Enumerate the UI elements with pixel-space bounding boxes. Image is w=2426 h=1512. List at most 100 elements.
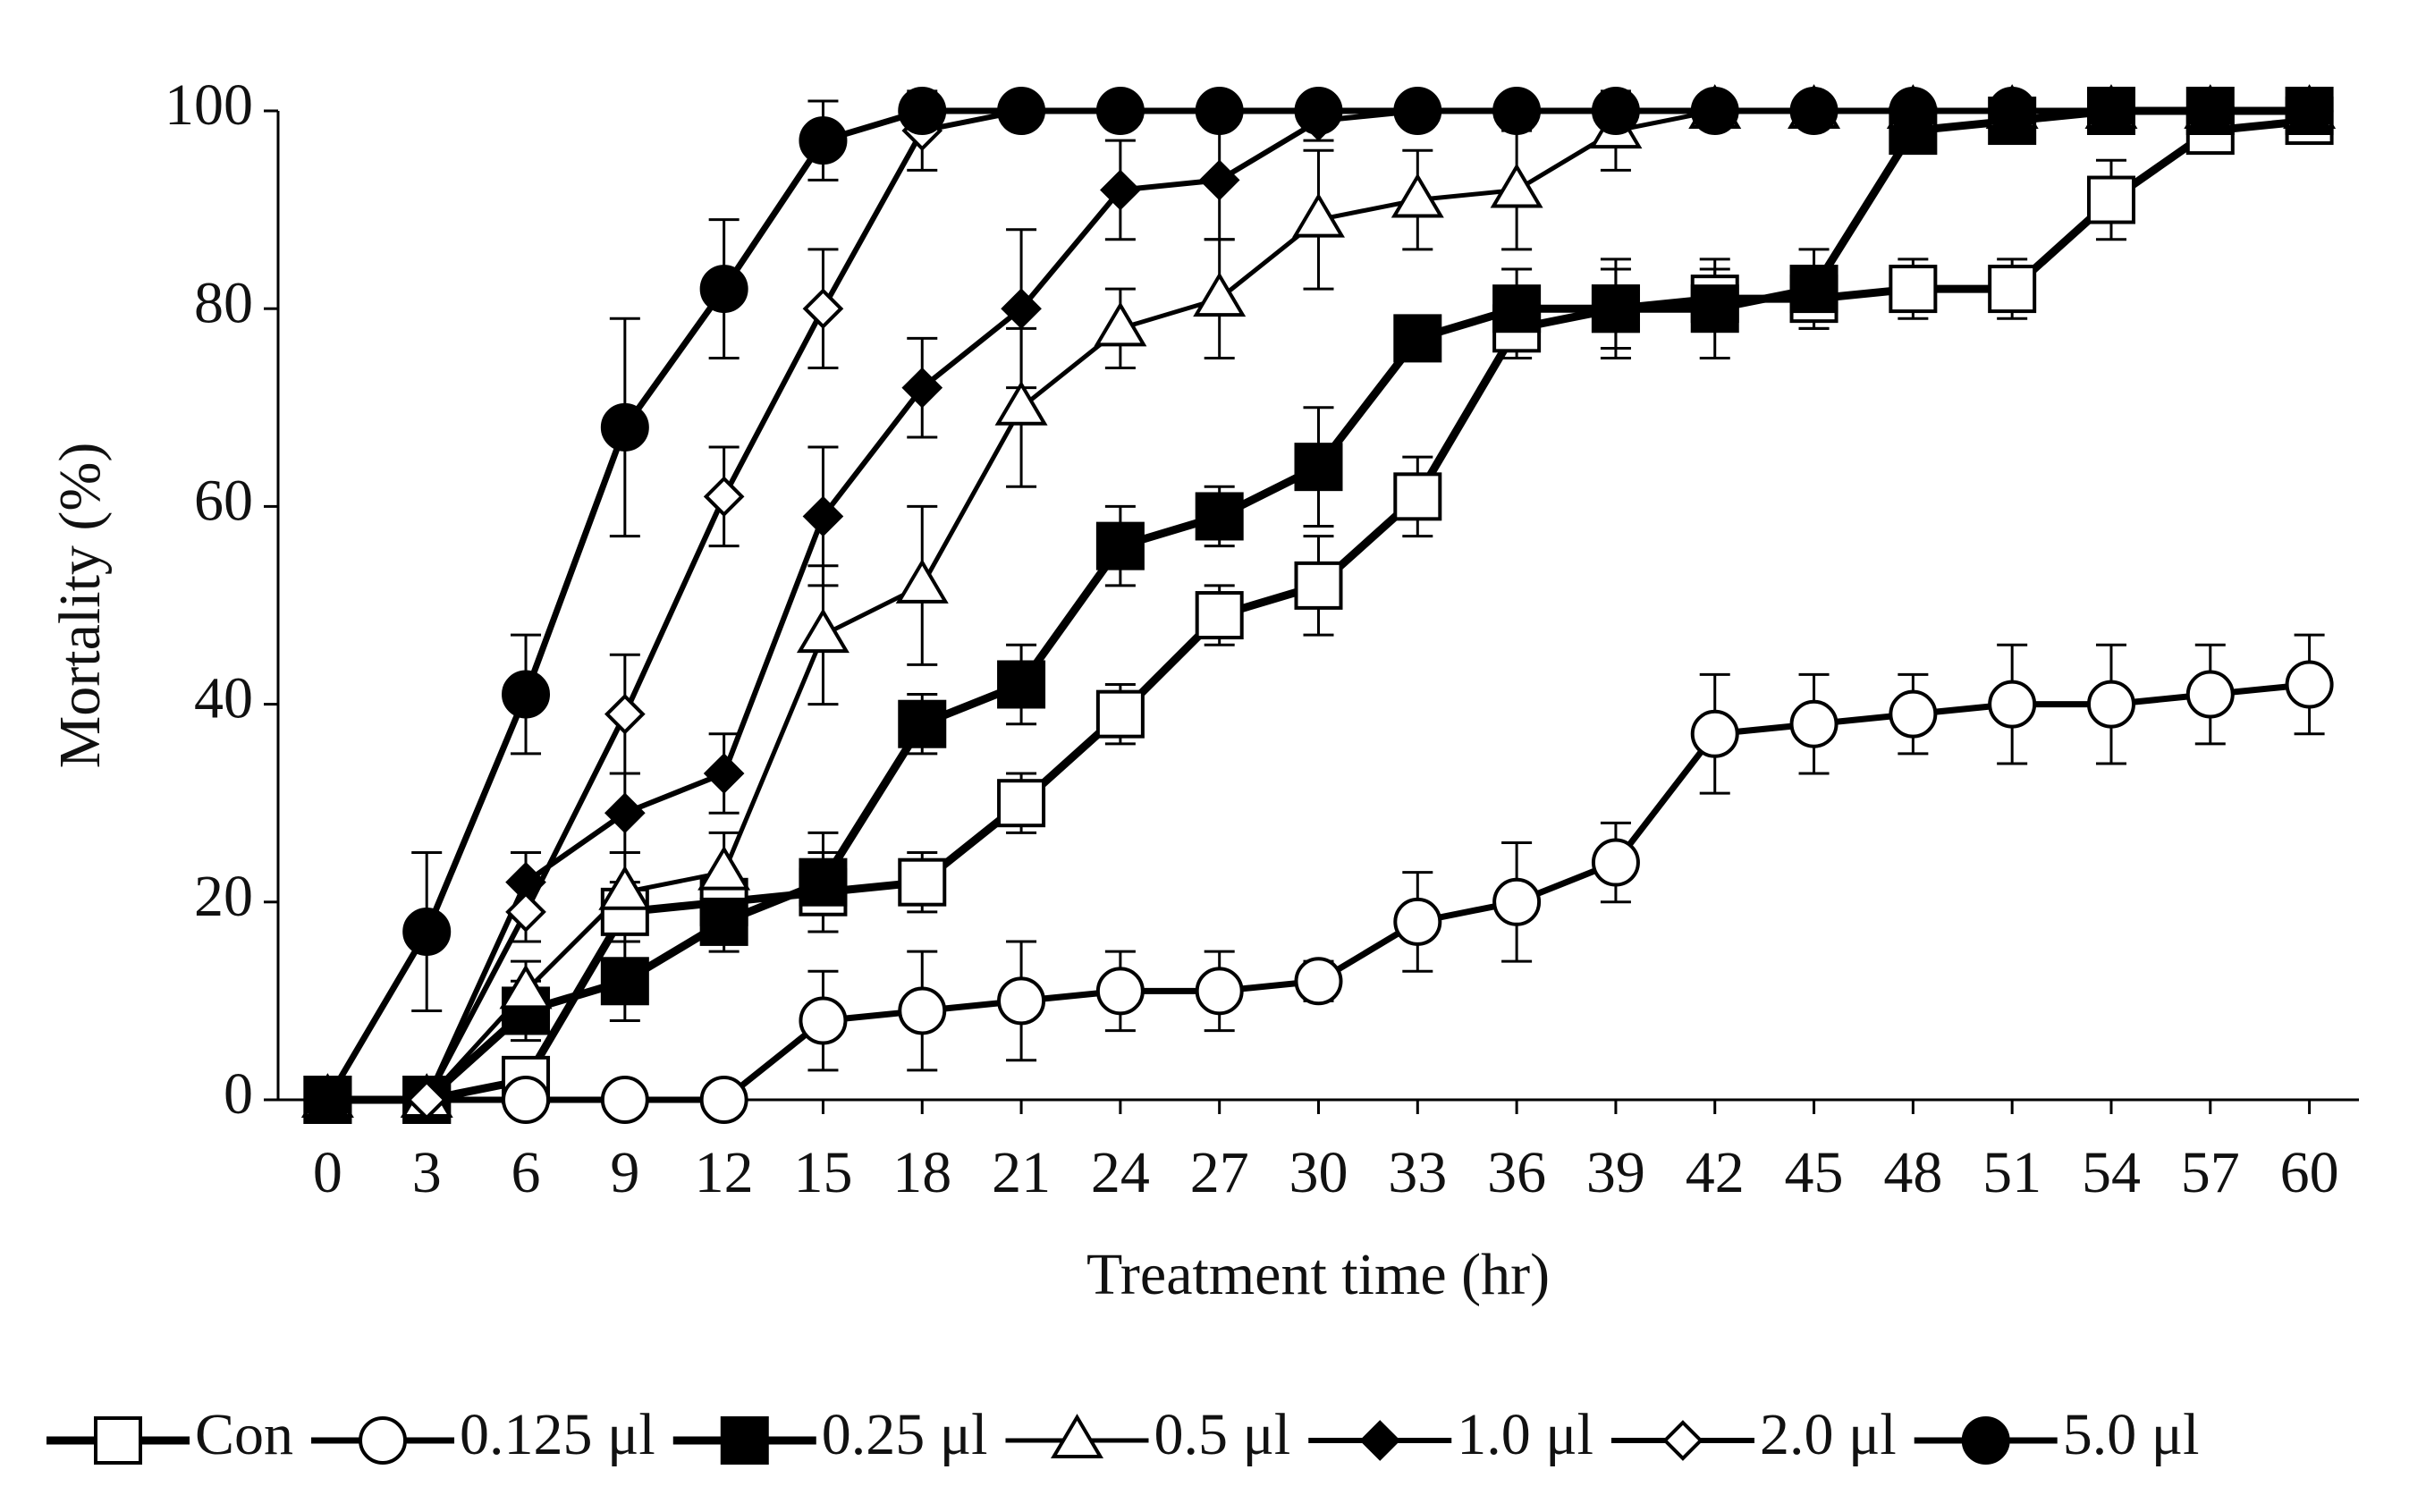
point: [699, 265, 748, 314]
point: [697, 845, 751, 891]
legend-entry: 5.0 μl: [1914, 1402, 2200, 1467]
legend-label: 0.125 μl: [460, 1402, 655, 1467]
point: [505, 891, 546, 933]
point: [1988, 87, 2037, 135]
point: [796, 608, 850, 654]
point: [1889, 265, 1938, 314]
y-tick-label: 60: [194, 469, 253, 534]
point: [1100, 169, 1141, 211]
legend-entry: 0.5 μl: [1005, 1402, 1291, 1467]
legend-marker: [94, 1416, 142, 1465]
point: [799, 116, 848, 165]
point: [699, 1076, 748, 1124]
point: [406, 1079, 448, 1120]
point: [699, 897, 748, 946]
point: [600, 957, 649, 1006]
point: [402, 907, 452, 956]
point: [997, 660, 1046, 709]
point: [895, 558, 949, 604]
y-tick-label: 100: [165, 72, 253, 138]
x-tick-label: 30: [1289, 1140, 1348, 1205]
point: [604, 693, 646, 735]
point: [1095, 521, 1145, 570]
legend-label: 2.0 μl: [1760, 1402, 1897, 1467]
point: [499, 964, 553, 1009]
point: [1690, 709, 1739, 758]
x-tick-label: 36: [1487, 1140, 1546, 1205]
x-tick-label: 51: [1982, 1140, 2041, 1205]
point: [1393, 472, 1442, 521]
point: [1294, 87, 1343, 135]
legend-entry: Con: [46, 1402, 293, 1467]
point: [1889, 87, 1938, 135]
legend-marker: [1359, 1420, 1401, 1461]
point: [1094, 301, 1147, 347]
point: [1095, 689, 1145, 739]
x-tick-label: 57: [2181, 1140, 2240, 1205]
x-tick-label: 9: [610, 1140, 639, 1205]
point: [1591, 838, 1640, 887]
point: [799, 857, 848, 907]
x-tick-label: 39: [1586, 1140, 1645, 1205]
point: [1492, 87, 1542, 135]
point: [1393, 897, 1442, 946]
point: [1294, 443, 1343, 492]
x-tick-label: 6: [511, 1140, 541, 1205]
point: [898, 857, 947, 907]
legend-entry: 2.0 μl: [1610, 1402, 1897, 1467]
legend-marker: [1662, 1420, 1703, 1461]
x-tick-label: 3: [412, 1140, 442, 1205]
point: [502, 1076, 551, 1124]
point: [1001, 288, 1042, 330]
x-tick-label: 45: [1785, 1140, 1844, 1205]
x-tick-label: 48: [1883, 1140, 1942, 1205]
point: [1789, 87, 1839, 135]
legend-label: 1.0 μl: [1457, 1402, 1593, 1467]
point: [2086, 175, 2135, 224]
legend-marker: [359, 1416, 408, 1465]
point: [1294, 957, 1343, 1006]
x-tick-label: 60: [2280, 1140, 2339, 1205]
legend-marker: [1961, 1416, 2010, 1465]
x-tick-label: 27: [1190, 1140, 1249, 1205]
point: [1195, 492, 1244, 541]
point: [1193, 272, 1247, 317]
point: [1294, 561, 1343, 610]
x-tick-label: 42: [1686, 1140, 1745, 1205]
point: [997, 87, 1046, 135]
legend-entry: 1.0 μl: [1308, 1402, 1593, 1467]
point: [604, 792, 646, 834]
x-tick-label: 18: [892, 1140, 951, 1205]
point: [2285, 660, 2334, 709]
y-tick-label: 0: [224, 1061, 253, 1127]
point: [1690, 87, 1739, 135]
point: [1095, 967, 1145, 1016]
point: [598, 865, 652, 910]
legend-label: 0.25 μl: [822, 1402, 988, 1467]
point: [1393, 314, 1442, 363]
point: [1391, 173, 1444, 218]
point: [1492, 284, 1542, 334]
point: [1988, 265, 2037, 314]
point: [1789, 699, 1839, 748]
x-axis-label: Treatment time (hr): [1086, 1242, 1550, 1307]
point: [1198, 159, 1240, 201]
x-tick-label: 0: [313, 1140, 342, 1205]
point: [703, 476, 745, 518]
point: [1492, 877, 1542, 926]
point: [1591, 284, 1640, 334]
point: [802, 495, 844, 537]
point: [997, 976, 1046, 1026]
point: [997, 779, 1046, 828]
point: [799, 996, 848, 1045]
legend-label: 0.5 μl: [1154, 1402, 1291, 1467]
legend-label: 5.0 μl: [2063, 1402, 2200, 1467]
point: [1789, 265, 1839, 314]
point: [1490, 163, 1543, 208]
point: [1095, 87, 1145, 135]
point: [898, 699, 947, 748]
point: [502, 670, 551, 719]
x-tick-label: 24: [1091, 1140, 1150, 1205]
point: [994, 380, 1048, 426]
